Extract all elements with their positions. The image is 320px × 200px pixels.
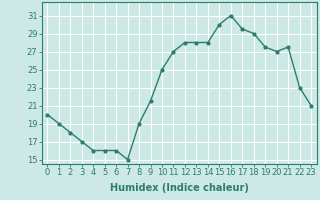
X-axis label: Humidex (Indice chaleur): Humidex (Indice chaleur) bbox=[110, 183, 249, 193]
